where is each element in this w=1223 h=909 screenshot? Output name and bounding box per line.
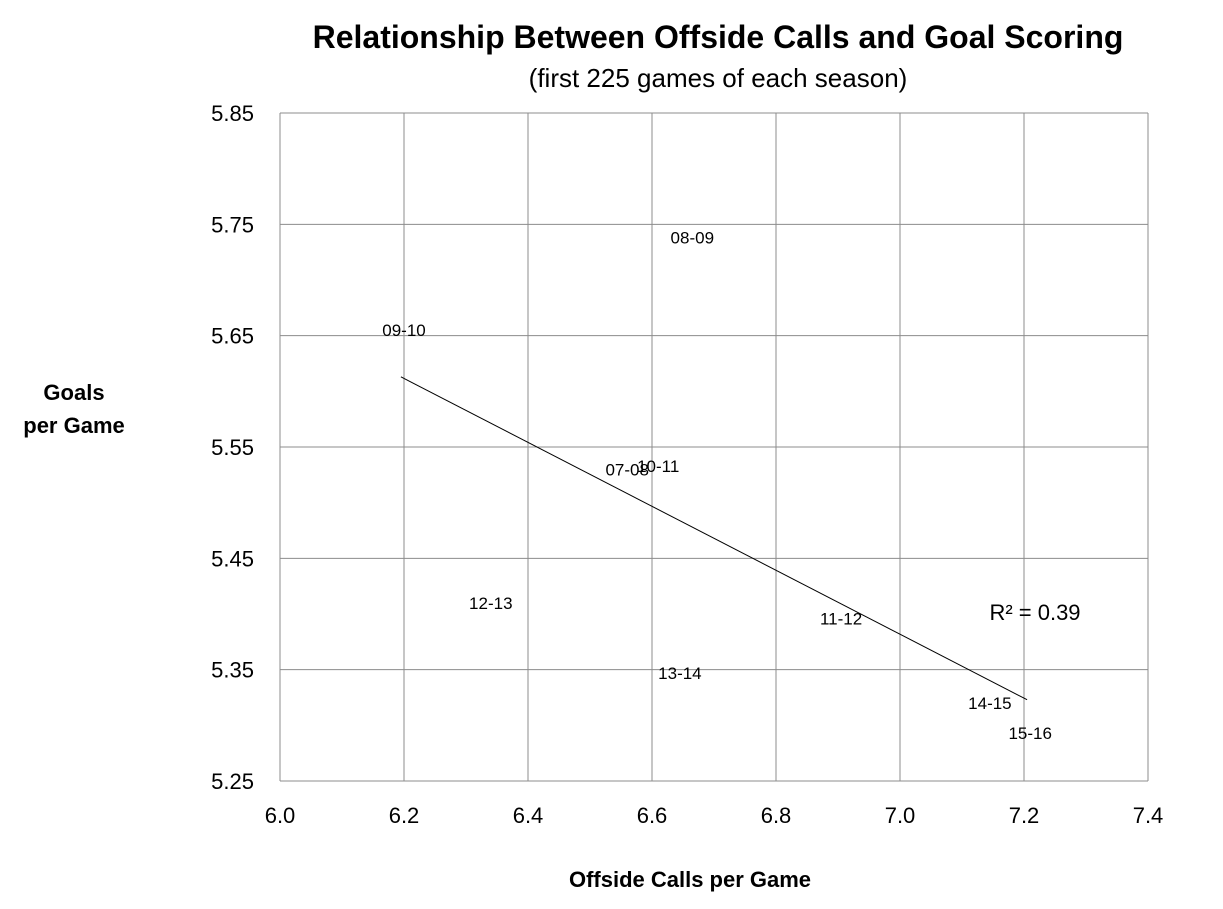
data-point-label: 08-09: [671, 229, 714, 248]
chart-subtitle: (first 225 games of each season): [529, 63, 908, 93]
y-tick-label: 5.75: [211, 212, 254, 237]
data-point-label: 14-15: [968, 694, 1011, 713]
x-tick-label: 7.2: [1009, 803, 1040, 828]
data-point-label: 12-13: [469, 594, 512, 613]
data-point-label: 07-08: [605, 460, 648, 479]
trendline: [400, 376, 1028, 701]
y-axis-label-line-2: per Game: [23, 413, 125, 438]
y-tick-label: 5.55: [211, 435, 254, 460]
x-tick-label: 6.2: [389, 803, 420, 828]
y-tick-label: 5.65: [211, 324, 254, 349]
y-tick-label: 5.35: [211, 658, 254, 683]
r-squared-label: R² = 0.39: [989, 600, 1080, 625]
y-tick-label: 5.25: [211, 769, 254, 794]
x-tick-label: 6.0: [265, 803, 296, 828]
x-axis-tick-labels: 6.0 6.2 6.4 6.6 6.8 7.0 7.2 7.4: [265, 803, 1164, 828]
x-tick-label: 6.8: [761, 803, 792, 828]
chart-title: Relationship Between Offside Calls and G…: [313, 19, 1124, 55]
data-point-label: 09-10: [382, 321, 425, 340]
trendline-layer: [400, 376, 1028, 701]
data-point-label: 13-14: [658, 664, 701, 683]
x-axis-label: Offside Calls per Game: [569, 867, 811, 892]
y-axis-tick-labels: 5.85 5.75 5.65 5.55 5.45 5.35 5.25: [211, 101, 254, 794]
x-tick-label: 7.0: [885, 803, 916, 828]
y-axis-label-line-1: Goals: [43, 380, 104, 405]
data-point-label: 15-16: [1008, 724, 1051, 743]
y-tick-label: 5.45: [211, 546, 254, 571]
data-point-label: 10-11: [637, 457, 679, 476]
gridlines: [279, 112, 1149, 782]
x-tick-label: 6.4: [513, 803, 544, 828]
y-tick-label: 5.85: [211, 101, 254, 126]
data-point-label: 11-12: [820, 609, 862, 628]
x-tick-label: 6.6: [637, 803, 668, 828]
x-tick-label: 7.4: [1133, 803, 1164, 828]
